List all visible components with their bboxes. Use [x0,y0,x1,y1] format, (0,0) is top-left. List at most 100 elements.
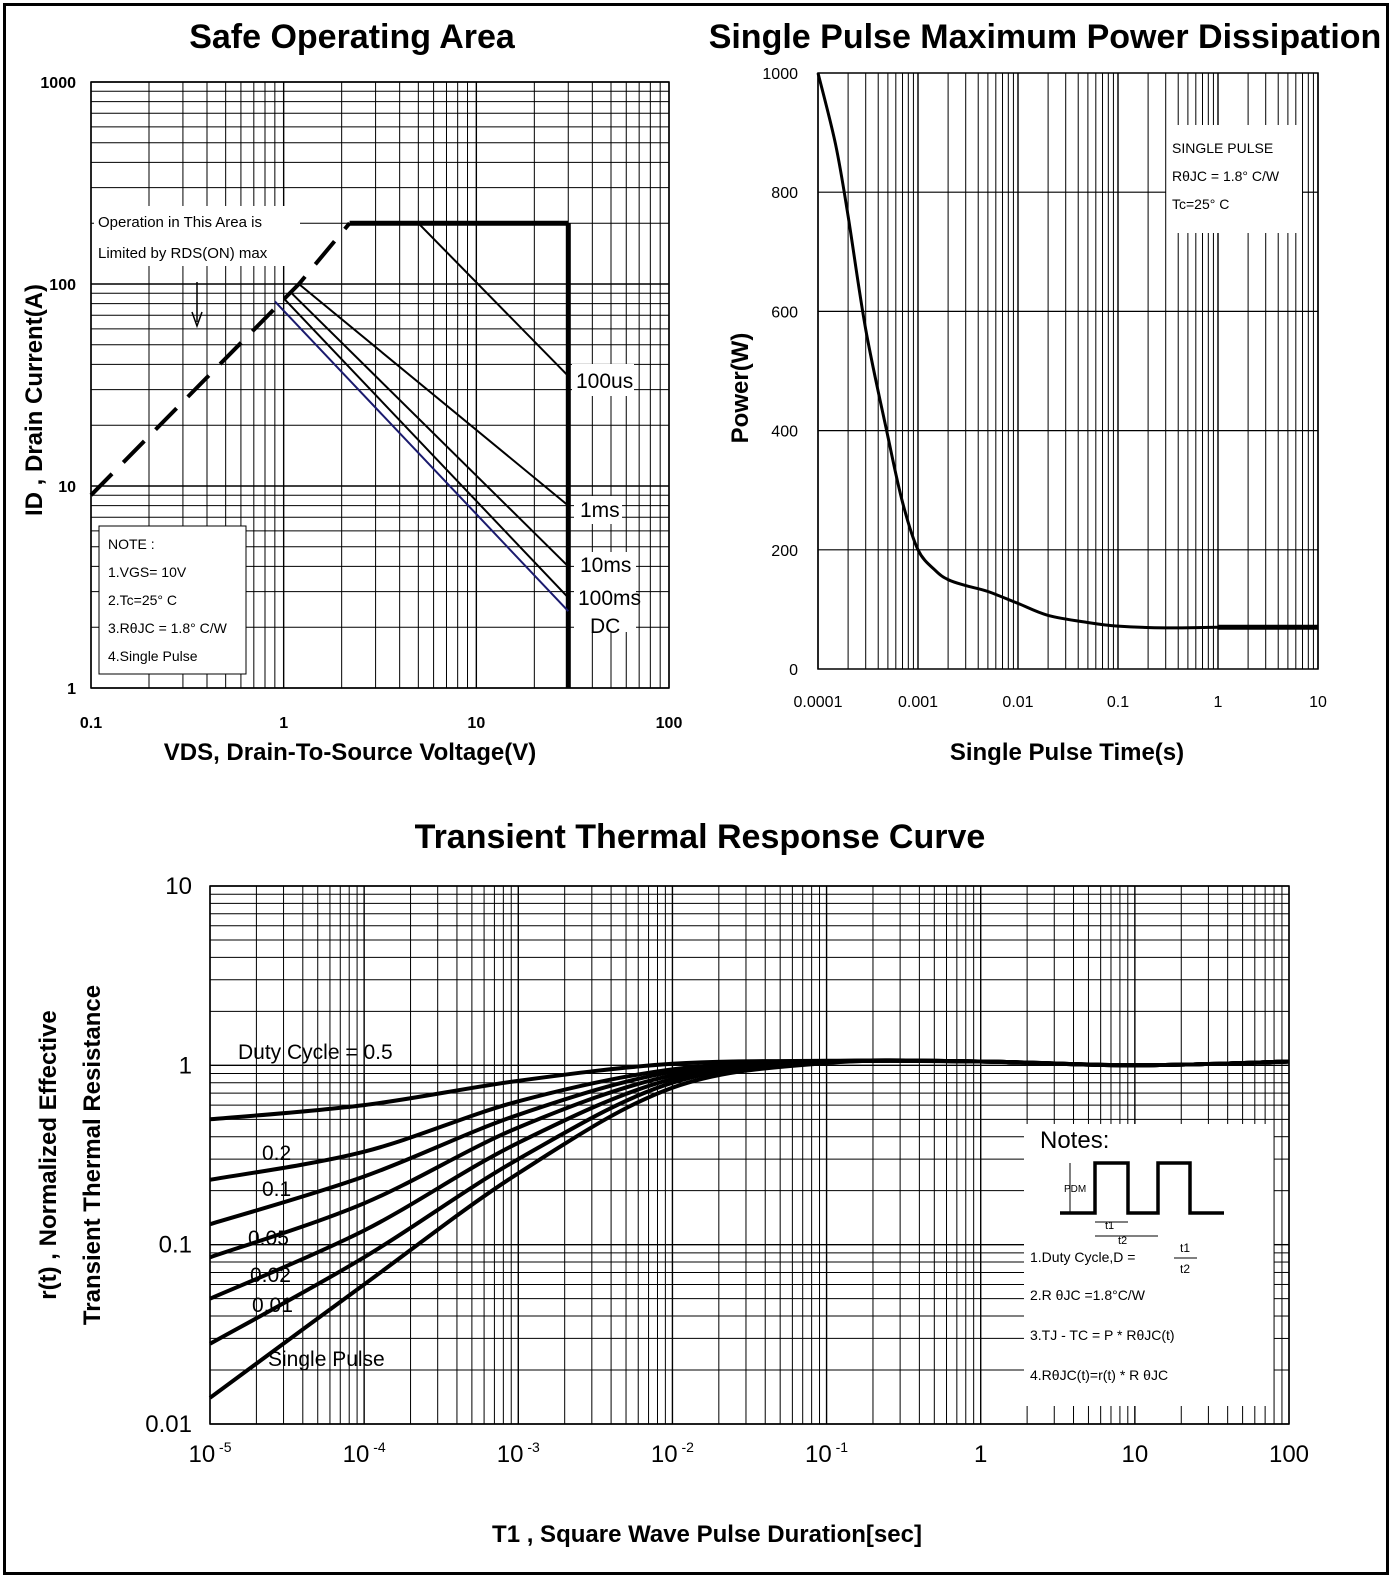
power-xtick: 0.01 [1002,694,1033,711]
power-ytick: 600 [771,304,798,321]
power-plot-frame [817,72,1319,670]
power-note-box [1166,125,1302,233]
soa-label-100ms: 100ms [578,587,641,610]
thermal-series-single-pulse [208,1058,1290,1400]
page-frame [3,3,1389,1575]
soa-note-line: 2.Tc=25° C [108,592,177,608]
thermal-xtick: 100 [1269,1441,1309,1468]
soa-annotation-line2: Limited by RDS(ON) max [98,245,268,262]
pulse-pdm-label: PDM [1064,1184,1086,1195]
soa-ylabel: ID , Drain Current(A) [21,284,48,516]
soa-annotation-line1: Operation in This Area is [98,214,262,231]
thermal-label-series: 0.2 [262,1142,291,1165]
soa-xtick: 0.1 [80,715,102,732]
soa-ytick: 1 [67,681,76,698]
thermal-label-series: 0.05 [248,1227,289,1250]
thermal-note-fraction-num: t1 [1180,1241,1190,1255]
soa-label-100us: 100us [576,370,633,393]
soa-series-100us [417,222,570,377]
power-xtick: 0.1 [1107,694,1129,711]
soa-label-bg-100us [572,364,634,396]
thermal-xtick-exponent: -3 [523,1439,540,1455]
power-xlabel: Single Pulse Time(s) [950,739,1184,766]
soa-label-bg-1ms [574,496,622,524]
power-curve [816,72,1318,630]
pulse-waveform-icon [1060,1161,1224,1215]
thermal-xtick: 10 -3 [497,1439,540,1468]
soa-note-box [98,525,247,675]
power-note-line: SINGLE PULSE [1172,140,1273,156]
thermal-gridlines [209,885,1290,1425]
power-ytick: 800 [771,185,798,202]
thermal-title: Transient Thermal Response Curve [415,818,986,856]
power-note-line: RθJC = 1.8° C/W [1172,168,1280,184]
soa-xlabel: VDS, Drain-To-Source Voltage(V) [164,739,536,766]
thermal-note-line: 2.R θJC =1.8°C/W [1030,1287,1146,1303]
soa-xtick: 100 [656,715,683,732]
thermal-note-line: 4.RθJC(t)=r(t) * R θJC [1030,1367,1168,1383]
soa-note-line: 1.VGS= 10V [108,564,187,580]
thermal-ytick: 10 [165,873,192,900]
soa-title: Safe Operating Area [189,18,516,56]
thermal-label-series: Duty Cycle = 0.5 [238,1041,393,1064]
thermal-xtick-exponent: -5 [215,1439,232,1455]
power-ytick: 200 [771,543,798,560]
pulse-t2-label: t2 [1118,1235,1127,1247]
thermal-note-line: 3.TJ - TC = P * RθJC(t) [1030,1327,1175,1343]
thermal-label-series: Single Pulse [268,1348,385,1371]
thermal-xtick: 1 [974,1441,987,1468]
thermal-xtick: 10 -4 [343,1439,386,1468]
power-ytick: 400 [771,424,798,441]
power-note-line: Tc=25° C [1172,196,1229,212]
power-xtick: 1 [1214,694,1223,711]
thermal-ytick: 1 [179,1052,192,1079]
soa-series-1ms [298,283,569,507]
soa-plot-frame [90,81,670,689]
soa-series-10ms [290,292,570,568]
soa-ytick: 1000 [40,75,76,92]
soa-series-100ms [282,297,570,599]
soa-xtick: 1 [279,715,288,732]
thermal-note-fraction-den: t2 [1180,1262,1190,1276]
thermal-xtick-exponent: -2 [678,1439,695,1455]
power-ylabel: Power(W) [727,333,754,444]
soa-ytick: 100 [49,277,76,294]
power-xtick: 10 [1309,694,1327,711]
soa-arrow-icon [191,282,203,329]
thermal-ylabel: r(t) , Normalized Effective [35,1010,62,1299]
power-ytick: 1000 [762,66,798,83]
soa-note-line: NOTE : [108,536,155,552]
soa-series-dc [274,300,570,612]
power-title: Single Pulse Maximum Power Dissipation [709,18,1382,56]
thermal-ytick: 0.1 [159,1232,192,1259]
soa-label-10ms: 10ms [580,554,631,577]
thermal-ytick: 0.01 [145,1411,192,1438]
thermal-xtick: 10 -5 [188,1439,231,1468]
thermal-xtick: 10 -1 [805,1439,848,1468]
soa-note-line: 3.RθJC = 1.8° C/W [108,620,228,636]
soa-label-bg-low [574,552,636,632]
thermal-xtick: 10 -2 [651,1439,694,1468]
thermal-notes-title: Notes: [1040,1127,1109,1154]
power-ytick: 0 [789,662,798,679]
thermal-label-series: 0.1 [262,1178,291,1201]
thermal-label-series: 0.02 [250,1264,291,1287]
thermal-label-series: 0.01 [252,1294,293,1317]
soa-note-line: 4.Single Pulse [108,648,198,664]
thermal-xlabel: T1 , Square Wave Pulse Duration[sec] [492,1521,922,1548]
soa-xtick: 10 [467,715,485,732]
thermal-xtick: 10 [1122,1441,1149,1468]
soa-annotation-box [94,206,300,266]
thermal-ylabel2: Transient Thermal Resistance [79,985,106,1325]
soa-ytick: 10 [58,479,76,496]
power-xtick: 0.0001 [794,694,843,711]
thermal-plot-frame [209,885,1290,1425]
pulse-t1-label: t1 [1105,1220,1114,1232]
thermal-xtick-exponent: -4 [369,1439,386,1455]
pulse-dimension-lines [1069,1163,1158,1237]
thermal-note-line: 1.Duty Cycle,D = [1030,1249,1135,1265]
soa-label-1ms: 1ms [580,499,620,522]
soa-label-dc: DC [590,615,620,638]
power-xtick: 0.001 [898,694,938,711]
